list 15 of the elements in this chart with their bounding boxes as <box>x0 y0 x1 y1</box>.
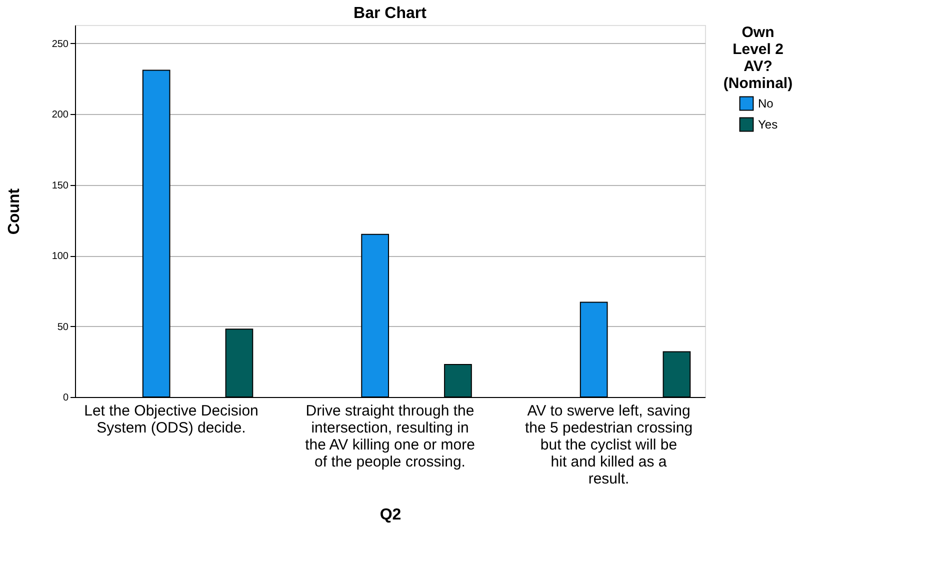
legend-title: Own Level 2 AV? (Nominal) <box>723 24 793 92</box>
legend-label: No <box>758 96 774 110</box>
x-tick-label: Drive straight through the intersection, resulting in the AV killing one or more of the people crossing. <box>305 402 475 470</box>
y-tick-label: 0 <box>62 392 69 404</box>
y-axis-title: Count <box>6 188 23 235</box>
y-tick-label: 200 <box>52 110 69 121</box>
chart-title: Bar Chart <box>354 5 428 22</box>
x-tick-label: Let the Objective Decision System (ODS) decide. <box>84 402 258 436</box>
y-tick-label: 100 <box>52 251 69 262</box>
y-tick-label: 250 <box>52 38 69 50</box>
x-tick-label: AV to swerve left, saving the 5 pedestrian crossing but the cyclist will be hit and killed as a result. <box>524 402 693 488</box>
y-tick-label: 50 <box>57 322 69 333</box>
legend-label: Yes <box>758 118 778 132</box>
y-tick-label: 150 <box>52 180 69 192</box>
x-axis-title: Q2 <box>380 506 402 524</box>
